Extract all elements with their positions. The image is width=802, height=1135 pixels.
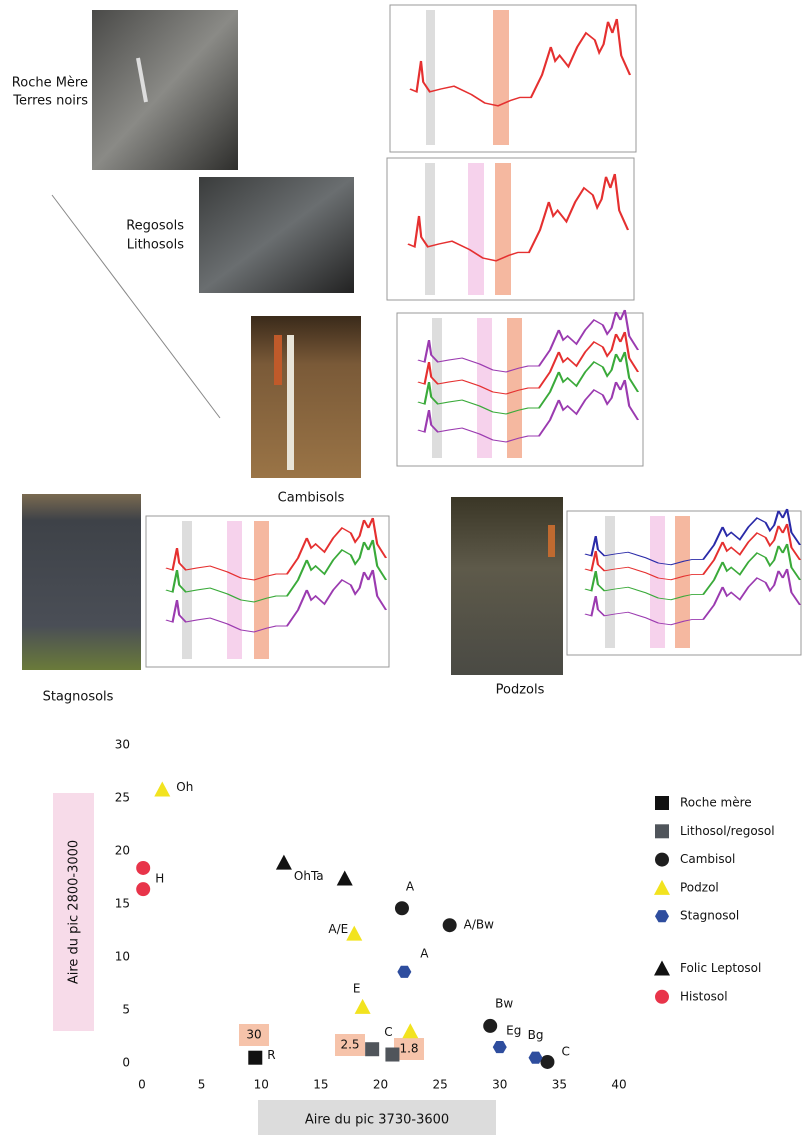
legend-label: Folic Leptosol [680,961,761,975]
y-tick-label: 15 [115,897,130,911]
point [346,925,363,941]
point [654,879,670,895]
point-label: E [353,981,361,995]
point-label: A/Bw [464,918,494,932]
y-tick-label: 5 [122,1003,130,1017]
legend-label: Podzol [680,880,719,894]
point [275,854,292,870]
panel-label: Lithosols [127,238,184,253]
panel-label: Podzols [496,683,545,698]
y-tick-label: 30 [115,738,130,752]
legend-label: Roche mère [680,796,752,810]
annotation-box [239,1024,269,1046]
panel-label: Regosols [126,219,184,234]
photo [251,316,361,478]
photo [199,177,354,293]
point [655,796,669,810]
x-tick-label: 40 [611,1078,626,1092]
x-tick-label: 5 [198,1078,206,1092]
annotation: 2.5 [340,1038,359,1052]
point-label: C [384,1025,392,1039]
photo-detail [274,335,282,385]
spectrum [386,157,635,301]
photo [22,494,141,670]
point-label: Eg [506,1024,521,1038]
photo [451,497,563,675]
point [654,960,670,976]
annotation: 1.8 [399,1042,418,1056]
photo-detail [136,57,148,103]
point-label: H [155,872,164,886]
point [655,989,669,1004]
y-label-box [53,793,94,1031]
point-label: Bw [495,996,513,1010]
spectrum [396,308,644,467]
point [655,824,669,839]
y-tick-label: 25 [115,791,130,805]
point [365,1042,380,1057]
panel-label: Terres noirs [12,94,88,109]
point [136,860,151,875]
y-axis-label: Aire du pic 2800-3000 [67,840,82,984]
annotation-box [335,1034,365,1056]
x-tick-label: 35 [552,1078,567,1092]
point [655,852,669,867]
point [492,1041,507,1054]
x-tick-label: 25 [432,1078,447,1092]
point [402,1023,419,1039]
annotation-box [394,1038,424,1060]
legend-label: Cambisol [680,852,735,866]
point [336,870,353,886]
point [442,918,457,933]
point-label: A [406,880,415,894]
point [483,1018,498,1033]
point-label: A [420,946,429,960]
y-tick-label: 20 [115,844,130,858]
spectrum [389,4,637,153]
x-label-box [258,1100,496,1135]
point [385,1047,400,1062]
x-axis-label: Aire du pic 3730-3600 [305,1113,449,1128]
panel-label: Roche Mère [12,76,88,91]
x-tick-label: 15 [313,1078,328,1092]
y-tick-label: 0 [122,1056,130,1070]
point [397,965,412,978]
point [540,1054,555,1069]
panel-label: Cambisols [278,491,345,506]
x-tick-label: 0 [138,1078,146,1092]
point [248,1050,263,1065]
spectrum [566,507,802,656]
photo [92,10,238,170]
x-tick-label: 10 [254,1078,269,1092]
spectrum [145,515,390,668]
annotation: 30 [246,1028,261,1042]
point [655,910,669,923]
point-label: OhTa [294,869,324,883]
point-label: R [267,1048,275,1062]
legend-label: Lithosol/regosol [680,824,775,838]
x-tick-label: 30 [492,1078,507,1092]
point [154,781,171,797]
point-label: Oh [176,780,193,794]
panel-label: Stagnosols [43,690,114,705]
point [394,901,409,916]
photo-detail [287,335,294,470]
x-tick-label: 20 [373,1078,388,1092]
point-label: Bg [528,1028,544,1042]
point [354,998,371,1014]
legend-label: Stagnosol [680,909,739,923]
point-label: A/E [328,922,348,936]
photo-detail [548,525,555,557]
legend-label: Histosol [680,989,728,1003]
point [528,1051,543,1064]
divider [51,194,221,419]
y-tick-label: 10 [115,950,130,964]
point [136,882,151,897]
point-label: C [561,1044,569,1058]
